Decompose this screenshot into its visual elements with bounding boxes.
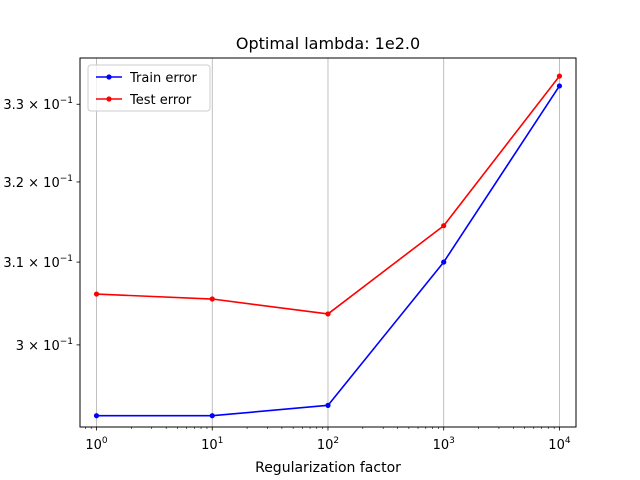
data-point (325, 402, 331, 408)
series-layer (93, 73, 563, 419)
x-tick-label: 102 (317, 436, 339, 453)
data-point (209, 413, 215, 419)
data-point (441, 259, 447, 265)
grid (96, 58, 560, 427)
data-point (325, 311, 331, 317)
legend: Train error Test error (87, 64, 211, 112)
x-tick-label: 100 (85, 436, 108, 453)
y-tick-label: 3.3 × 10−1 (3, 96, 73, 113)
legend-entry: Train error (96, 71, 197, 86)
legend-entry: Test error (96, 93, 192, 108)
x-tick-label: 104 (548, 436, 571, 453)
series-test-error (93, 73, 563, 317)
legend-swatch-marker (106, 96, 112, 102)
legend-label: Train error (129, 71, 197, 86)
data-point (93, 413, 100, 419)
data-point (209, 296, 215, 302)
legend-swatch-marker (106, 74, 112, 80)
data-point (93, 291, 100, 297)
y-tick-label: 3.2 × 10−1 (3, 174, 73, 191)
x-axis-label: Regularization factor (255, 460, 401, 476)
y-tick-label: 3.1 × 10−1 (3, 254, 73, 271)
chart-title: Optimal lambda: 1e2.0 (236, 34, 420, 53)
data-point (441, 223, 447, 229)
y-tick-label: 3 × 10−1 (16, 337, 73, 354)
data-point (556, 73, 563, 79)
data-point (556, 83, 563, 89)
series-train-error (93, 83, 563, 419)
legend-label: Test error (129, 93, 192, 108)
ticks: 100 101 102 103 104 3 × 10−1 3.1 × 10−1 3.2 × 1… (3, 96, 571, 453)
x-tick-label: 101 (201, 436, 223, 453)
x-tick-label: 103 (433, 436, 455, 453)
